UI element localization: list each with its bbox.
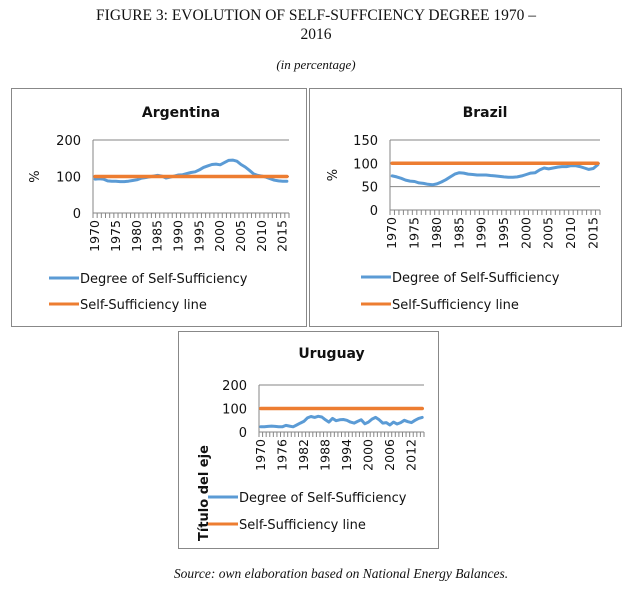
x-tick-label: 1995 [496, 217, 511, 249]
y-axis-label: Título del eje [197, 445, 212, 541]
x-tick-label: 1985 [451, 217, 466, 249]
figure-title-line1: FIGURE 3: EVOLUTION OF SELF-SUFFCIENCY D… [96, 7, 536, 24]
x-tick-label: 1980 [429, 217, 444, 249]
figure-subtitle: (in percentage) [276, 57, 356, 72]
x-tick-label: 1980 [129, 220, 144, 252]
x-tick-label: 1990 [170, 220, 185, 252]
x-tick-label: 1975 [407, 217, 422, 249]
chart-svg: Brazil 0 50 100 150 1970 1975 1980 1985 1990 1995 2… [326, 105, 601, 313]
y-tick-label: 100 [353, 157, 378, 172]
figure-source: Source: own elaboration based on Nationa… [173, 566, 509, 581]
x-tick-label: 1985 [150, 220, 165, 252]
y-tick-label: 100 [56, 171, 81, 186]
x-tick-label: 1995 [191, 220, 206, 252]
x-tick-label: 2005 [233, 220, 248, 252]
y-axis-label: % [28, 170, 43, 182]
chart-svg: Argentina 0 100 200 1970 1975 1980 1985 1990 1995… [28, 105, 290, 313]
x-tick-label: 1994 [339, 439, 354, 471]
series-degree-of-self-sufficiency [390, 163, 600, 187]
y-tick-label: 0 [370, 204, 378, 219]
legend-label-line: Self-Sufficiency line [392, 298, 519, 313]
x-tick-label: 1988 [317, 439, 332, 471]
x-tick-label: 1976 [274, 439, 289, 471]
y-tick-label: 100 [222, 403, 247, 418]
x-tick-label: 2000 [360, 439, 375, 471]
chart-brazil: Brazil 0 50 100 150 1970 1975 1980 1985 1990 1995 2… [309, 88, 622, 327]
x-tick-label: 1990 [474, 217, 489, 249]
x-tick-label: 2010 [563, 217, 578, 249]
figure-title-line2: 2016 [300, 26, 332, 43]
x-tick-label: 2015 [585, 217, 600, 249]
chart-argentina: Argentina 0 100 200 1970 1975 1980 1985 1990 1995… [11, 88, 307, 327]
legend-label-line: Self-Sufficiency line [239, 518, 366, 533]
x-tick-label: 1970 [87, 220, 102, 252]
chart-title: Argentina [142, 105, 220, 121]
legend-label-degree: Degree of Self-Sufficiency [80, 272, 248, 287]
chart-svg: Uruguay 0 100 200 1970 1976 1982 1988 1994 2000 20… [197, 346, 425, 541]
y-tick-label: 0 [239, 426, 247, 441]
legend-label-line: Self-Sufficiency line [80, 298, 207, 313]
legend-label-degree: Degree of Self-Sufficiency [239, 491, 407, 506]
x-tick-label: 2015 [275, 220, 290, 252]
y-tick-label: 150 [353, 134, 378, 149]
x-tick-label: 2000 [212, 220, 227, 252]
chart-title: Brazil [463, 105, 508, 121]
y-tick-label: 200 [56, 134, 81, 149]
x-tick-label: 2006 [382, 439, 397, 471]
y-axis-label: % [326, 169, 341, 181]
legend-label-degree: Degree of Self-Sufficiency [392, 271, 560, 286]
series-degree-of-self-sufficiency [93, 158, 289, 184]
figure-title: FIGURE 3: EVOLUTION OF SELF-SUFFCIENCY D… [0, 6, 632, 44]
y-tick-label: 200 [222, 379, 247, 394]
chart-uruguay: Uruguay 0 100 200 1970 1976 1982 1988 1994 2000 20… [178, 331, 439, 549]
series-degree-of-self-sufficiency [259, 414, 424, 429]
x-tick-label: 2005 [541, 217, 556, 249]
x-tick-label: 1982 [296, 439, 311, 471]
y-tick-label: 50 [361, 181, 378, 196]
x-tick-label: 2000 [518, 217, 533, 249]
x-tick-label: 1970 [384, 217, 399, 249]
x-tick-label: 1975 [108, 220, 123, 252]
x-tick-label: 1970 [253, 439, 268, 471]
x-tick-label: 2010 [254, 220, 269, 252]
x-tick-label: 2012 [403, 439, 418, 471]
chart-title: Uruguay [298, 346, 364, 362]
y-tick-label: 0 [73, 207, 81, 222]
